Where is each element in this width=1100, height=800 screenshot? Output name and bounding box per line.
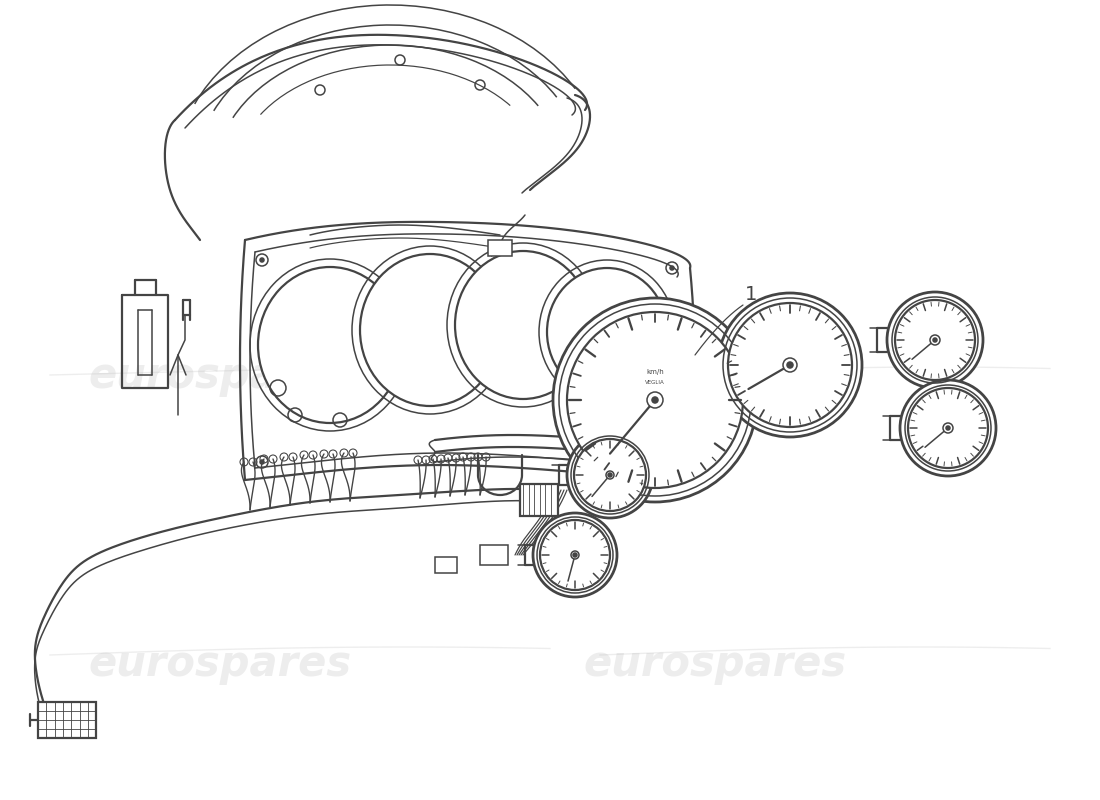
Text: eurospares: eurospares xyxy=(88,355,352,397)
Ellipse shape xyxy=(619,320,691,396)
Circle shape xyxy=(786,362,793,368)
Ellipse shape xyxy=(455,251,591,399)
Circle shape xyxy=(574,439,646,511)
Circle shape xyxy=(887,292,983,388)
Circle shape xyxy=(534,513,617,597)
Circle shape xyxy=(260,460,264,464)
Circle shape xyxy=(943,423,953,433)
Circle shape xyxy=(571,551,579,559)
Circle shape xyxy=(900,380,996,476)
Circle shape xyxy=(783,358,798,372)
Circle shape xyxy=(260,258,264,262)
FancyBboxPatch shape xyxy=(480,545,508,565)
FancyBboxPatch shape xyxy=(434,557,456,573)
Circle shape xyxy=(608,473,612,477)
Circle shape xyxy=(647,392,663,408)
Ellipse shape xyxy=(547,268,667,396)
Ellipse shape xyxy=(360,254,500,406)
Circle shape xyxy=(895,300,975,380)
Text: eurospares: eurospares xyxy=(88,643,352,685)
FancyBboxPatch shape xyxy=(488,240,512,256)
Ellipse shape xyxy=(258,267,402,423)
Circle shape xyxy=(946,426,950,430)
Circle shape xyxy=(573,553,578,557)
Text: km/h: km/h xyxy=(646,369,664,375)
Circle shape xyxy=(670,266,674,270)
Circle shape xyxy=(553,298,757,502)
Text: eurospares: eurospares xyxy=(583,643,847,685)
Circle shape xyxy=(930,335,940,345)
Circle shape xyxy=(908,388,988,468)
FancyBboxPatch shape xyxy=(39,702,96,738)
Circle shape xyxy=(728,303,852,427)
Circle shape xyxy=(933,338,937,342)
Circle shape xyxy=(670,460,674,464)
Text: VEGLIA: VEGLIA xyxy=(645,379,664,385)
Circle shape xyxy=(566,432,653,518)
Circle shape xyxy=(606,471,614,479)
Circle shape xyxy=(566,312,742,488)
Circle shape xyxy=(718,293,862,437)
Text: eurospares: eurospares xyxy=(583,355,847,397)
Text: 1: 1 xyxy=(745,286,758,305)
Circle shape xyxy=(652,397,658,403)
Circle shape xyxy=(540,520,611,590)
FancyBboxPatch shape xyxy=(520,484,558,516)
